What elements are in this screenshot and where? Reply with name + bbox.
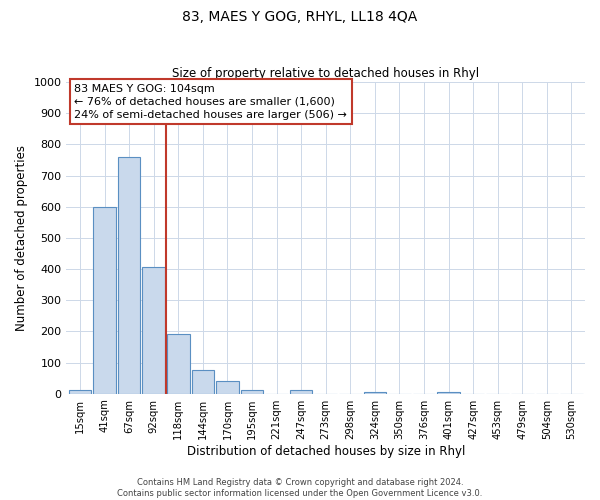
Bar	[241, 390, 263, 394]
Bar	[364, 392, 386, 394]
Bar	[68, 390, 91, 394]
Bar	[118, 157, 140, 394]
Text: 83, MAES Y GOG, RHYL, LL18 4QA: 83, MAES Y GOG, RHYL, LL18 4QA	[182, 10, 418, 24]
Text: 83 MAES Y GOG: 104sqm
← 76% of detached houses are smaller (1,600)
24% of semi-d: 83 MAES Y GOG: 104sqm ← 76% of detached …	[74, 84, 347, 120]
X-axis label: Distribution of detached houses by size in Rhyl: Distribution of detached houses by size …	[187, 444, 465, 458]
Bar	[191, 370, 214, 394]
Bar	[142, 268, 165, 394]
Bar	[216, 381, 239, 394]
Bar	[437, 392, 460, 394]
Y-axis label: Number of detached properties: Number of detached properties	[15, 145, 28, 331]
Bar	[290, 390, 313, 394]
Bar	[93, 206, 116, 394]
Title: Size of property relative to detached houses in Rhyl: Size of property relative to detached ho…	[172, 66, 479, 80]
Text: Contains HM Land Registry data © Crown copyright and database right 2024.
Contai: Contains HM Land Registry data © Crown c…	[118, 478, 482, 498]
Bar	[167, 334, 190, 394]
